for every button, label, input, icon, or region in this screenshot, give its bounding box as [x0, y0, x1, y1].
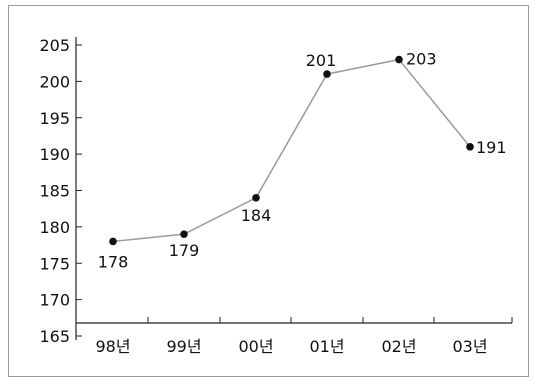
- data-point: [180, 230, 188, 238]
- y-tick-label: 180: [39, 218, 70, 237]
- data-label: 179: [169, 241, 200, 260]
- y-tick-label: 165: [39, 327, 70, 346]
- y-tick-label: 195: [39, 109, 70, 128]
- x-tick-label: 99년: [166, 337, 201, 356]
- data-label: 203: [406, 50, 437, 69]
- data-label: 201: [306, 51, 337, 70]
- y-tick-label: 200: [39, 72, 70, 91]
- data-point: [466, 143, 474, 151]
- x-tick-label: 01년: [309, 337, 344, 356]
- data-point: [323, 70, 331, 78]
- x-tick-label: 00년: [238, 337, 273, 356]
- y-tick-label: 205: [39, 36, 70, 55]
- data-label: 191: [476, 138, 507, 157]
- series-line: [112, 58, 471, 243]
- data-label: 178: [98, 252, 129, 271]
- data-point: [252, 193, 260, 202]
- y-tick-label: 185: [39, 182, 70, 201]
- series-line-group: [112, 58, 471, 243]
- x-tick-labels: 98년 99년 00년 01년 02년 03년: [95, 337, 487, 356]
- data-points: [109, 55, 474, 246]
- y-tick-label: 175: [39, 254, 70, 273]
- chart-frame: [8, 5, 529, 377]
- x-tick-label: 98년: [95, 337, 130, 356]
- data-point: [109, 237, 117, 246]
- chart-axes: [75, 37, 513, 340]
- x-tick-label: 03년: [452, 337, 487, 356]
- data-labels: 178 179 184 201 203 191: [98, 50, 507, 272]
- data-point: [395, 55, 403, 64]
- data-label: 184: [241, 206, 272, 225]
- y-tick-label: 170: [39, 291, 70, 310]
- x-tick-label: 02년: [381, 337, 416, 356]
- y-tick-label: 190: [39, 145, 70, 164]
- y-tick-labels: 165 170 175 180 185 190 195 200 205: [39, 36, 70, 346]
